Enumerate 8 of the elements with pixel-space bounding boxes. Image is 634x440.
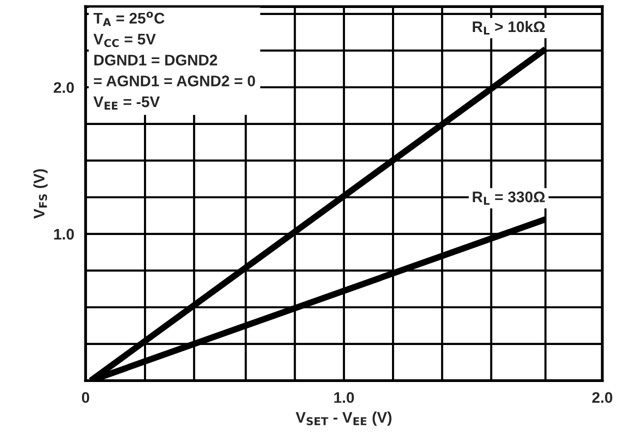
series-label: R$_{L}$ = 330Ω — [472, 192, 545, 205]
text: T$_{A}$ = 25$^{o}$C V$_{CC}$ = 5V DGND1 = DGND2 = AGND1 = AGND2 = 0 V$_{EE}$ = -5V — [93, 12, 256, 110]
x-axis-title: V$_{SET}$ - V$_{EE}$ (V) — [296, 412, 392, 426]
x-tick-label: 2.0 — [592, 392, 612, 403]
x-tick-label: 0 — [82, 392, 90, 403]
y-axis-title: V$_{FS}$ (V) — [33, 169, 48, 219]
series-label: R$_{L}$ > 10kΩ — [472, 20, 545, 34]
x-tick-label: 1.0 — [334, 392, 354, 403]
